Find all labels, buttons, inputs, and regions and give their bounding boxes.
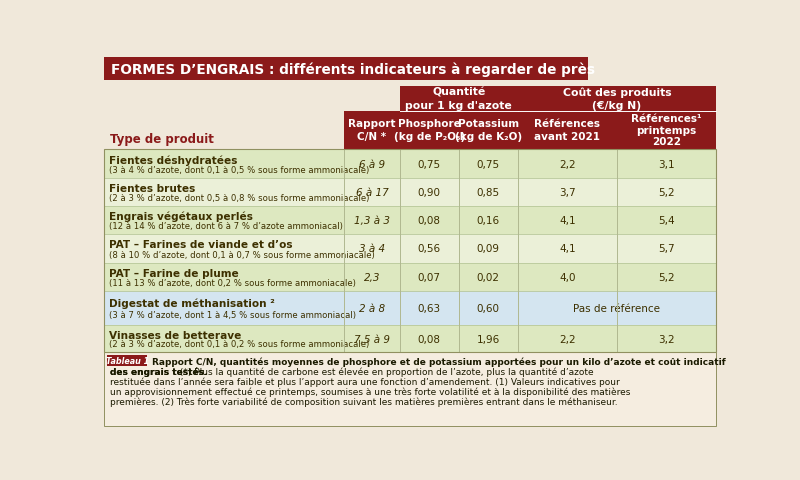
Text: (2 à 3 % d’azote, dont 0,1 à 0,2 % sous forme ammoniacale): (2 à 3 % d’azote, dont 0,1 à 0,2 % sous … xyxy=(109,339,369,348)
Text: (8 à 10 % d’azote, dont 0,1 à 0,7 % sous forme ammoniacale): (8 à 10 % d’azote, dont 0,1 à 0,7 % sous… xyxy=(109,250,374,259)
Bar xyxy=(104,87,400,111)
Bar xyxy=(104,353,716,426)
Text: 5,2: 5,2 xyxy=(658,272,675,282)
Text: 0,63: 0,63 xyxy=(418,303,441,313)
Text: (11 à 13 % d’azote, dont 0,2 % sous forme ammoniacale): (11 à 13 % d’azote, dont 0,2 % sous form… xyxy=(109,278,355,287)
Text: Quantité
pour 1 kg d'azote: Quantité pour 1 kg d'azote xyxy=(406,88,512,110)
Text: Fientes brutes: Fientes brutes xyxy=(109,184,194,194)
Text: Fientes déshydratées: Fientes déshydratées xyxy=(109,155,237,166)
Text: 0,08: 0,08 xyxy=(418,216,441,226)
Bar xyxy=(104,150,716,353)
Text: Potassium
(kg de K₂O): Potassium (kg de K₂O) xyxy=(454,119,522,142)
Text: Type de produit: Type de produit xyxy=(110,132,214,145)
Bar xyxy=(459,111,518,150)
Text: 1,96: 1,96 xyxy=(477,334,500,344)
Text: 0,02: 0,02 xyxy=(477,272,500,282)
Bar xyxy=(617,111,716,150)
Text: 3,7: 3,7 xyxy=(559,188,576,198)
Text: 3 à 4: 3 à 4 xyxy=(359,244,385,254)
Text: (12 à 14 % d’azote, dont 6 à 7 % d’azote ammoniacal): (12 à 14 % d’azote, dont 6 à 7 % d’azote… xyxy=(109,221,342,230)
Text: 0,90: 0,90 xyxy=(418,188,441,198)
Bar xyxy=(400,111,459,150)
Bar xyxy=(104,207,716,234)
Bar xyxy=(104,150,716,179)
Text: (3 à 4 % d’azote, dont 0,1 à 0,5 % sous forme ammoniacale): (3 à 4 % d’azote, dont 0,1 à 0,5 % sous … xyxy=(109,166,369,174)
Text: 0,08: 0,08 xyxy=(418,334,441,344)
Text: 0,75: 0,75 xyxy=(418,159,441,169)
Text: (*) Plus la quantité de carbone est élevée en proportion de l’azote, plus la qua: (*) Plus la quantité de carbone est élev… xyxy=(177,366,594,376)
Text: Engrais végétaux perlés: Engrais végétaux perlés xyxy=(109,211,253,222)
Text: (3 à 7 % d’azote, dont 1 à 4,5 % sous forme ammoniacal): (3 à 7 % d’azote, dont 1 à 4,5 % sous fo… xyxy=(109,310,355,319)
Text: 4,0: 4,0 xyxy=(559,272,575,282)
Text: 5,2: 5,2 xyxy=(658,188,675,198)
Text: 0,56: 0,56 xyxy=(418,244,441,254)
Text: des engrais testés.: des engrais testés. xyxy=(110,366,210,376)
Text: Pas de référence: Pas de référence xyxy=(574,303,661,313)
Bar xyxy=(104,111,344,150)
Text: 0,09: 0,09 xyxy=(477,244,500,254)
Text: Rapport C/N, quantités moyennes de phosphore et de potassium apportées pour un k: Rapport C/N, quantités moyennes de phosp… xyxy=(152,356,726,366)
Bar xyxy=(518,111,617,150)
Text: FORMES D’ENGRAIS : différents indicateurs à regarder de près: FORMES D’ENGRAIS : différents indicateur… xyxy=(111,62,595,76)
Text: un approvisionnement effectué ce printemps, soumises à une très forte volatilité: un approvisionnement effectué ce printem… xyxy=(110,386,630,396)
Text: 1,3 à 3: 1,3 à 3 xyxy=(354,216,390,226)
Text: 3,2: 3,2 xyxy=(658,334,675,344)
Text: 6 à 9: 6 à 9 xyxy=(359,159,385,169)
Text: 4,1: 4,1 xyxy=(559,244,576,254)
Text: 0,85: 0,85 xyxy=(477,188,500,198)
Bar xyxy=(104,179,716,207)
Bar xyxy=(107,355,147,367)
Text: 0,75: 0,75 xyxy=(477,159,500,169)
Bar xyxy=(518,87,716,111)
Text: des engrais testés.: des engrais testés. xyxy=(110,366,207,376)
Text: Références
avant 2021: Références avant 2021 xyxy=(534,119,600,142)
Text: Références¹
printemps
2022: Références¹ printemps 2022 xyxy=(631,114,702,147)
Text: Digestat de méthanisation ²: Digestat de méthanisation ² xyxy=(109,298,274,309)
Bar xyxy=(400,87,518,111)
Text: 2,2: 2,2 xyxy=(559,159,576,169)
Bar xyxy=(104,58,587,81)
Text: Rapport
C/N *: Rapport C/N * xyxy=(348,119,396,142)
Text: 3,1: 3,1 xyxy=(658,159,675,169)
Text: 2,3: 2,3 xyxy=(364,272,380,282)
Text: restituée dans l’année sera faible et plus l’apport aura une fonction d’amendeme: restituée dans l’année sera faible et pl… xyxy=(110,376,620,386)
Text: 5,7: 5,7 xyxy=(658,244,675,254)
Text: 0,16: 0,16 xyxy=(477,216,500,226)
Text: 2 à 8: 2 à 8 xyxy=(359,303,385,313)
Bar xyxy=(104,291,716,325)
Text: 0,60: 0,60 xyxy=(477,303,500,313)
Text: Vinasses de betterave: Vinasses de betterave xyxy=(109,330,241,340)
Text: Coût des produits
(€/kg N): Coût des produits (€/kg N) xyxy=(562,87,671,111)
Text: 5,4: 5,4 xyxy=(658,216,675,226)
Bar xyxy=(344,111,400,150)
Text: 6 à 17: 6 à 17 xyxy=(356,188,389,198)
Text: 4,1: 4,1 xyxy=(559,216,576,226)
Text: PAT – Farine de plume: PAT – Farine de plume xyxy=(109,268,238,278)
Text: (2 à 3 % d’azote, dont 0,5 à 0,8 % sous forme ammoniacale): (2 à 3 % d’azote, dont 0,5 à 0,8 % sous … xyxy=(109,193,369,203)
Bar xyxy=(104,81,716,87)
Text: Tableau 1: Tableau 1 xyxy=(106,356,149,365)
Text: 2,2: 2,2 xyxy=(559,334,576,344)
Bar xyxy=(104,234,716,264)
Bar xyxy=(104,264,716,291)
Text: Phosphore
(kg de P₂O₅): Phosphore (kg de P₂O₅) xyxy=(394,119,465,142)
Bar xyxy=(104,325,716,353)
Text: PAT – Farines de viande et d’os: PAT – Farines de viande et d’os xyxy=(109,240,292,250)
Text: 0,07: 0,07 xyxy=(418,272,441,282)
Text: premières. (2) Très forte variabilité de composition suivant les matières premiè: premières. (2) Très forte variabilité de… xyxy=(110,396,618,406)
Text: 7,5 à 9: 7,5 à 9 xyxy=(354,334,390,344)
